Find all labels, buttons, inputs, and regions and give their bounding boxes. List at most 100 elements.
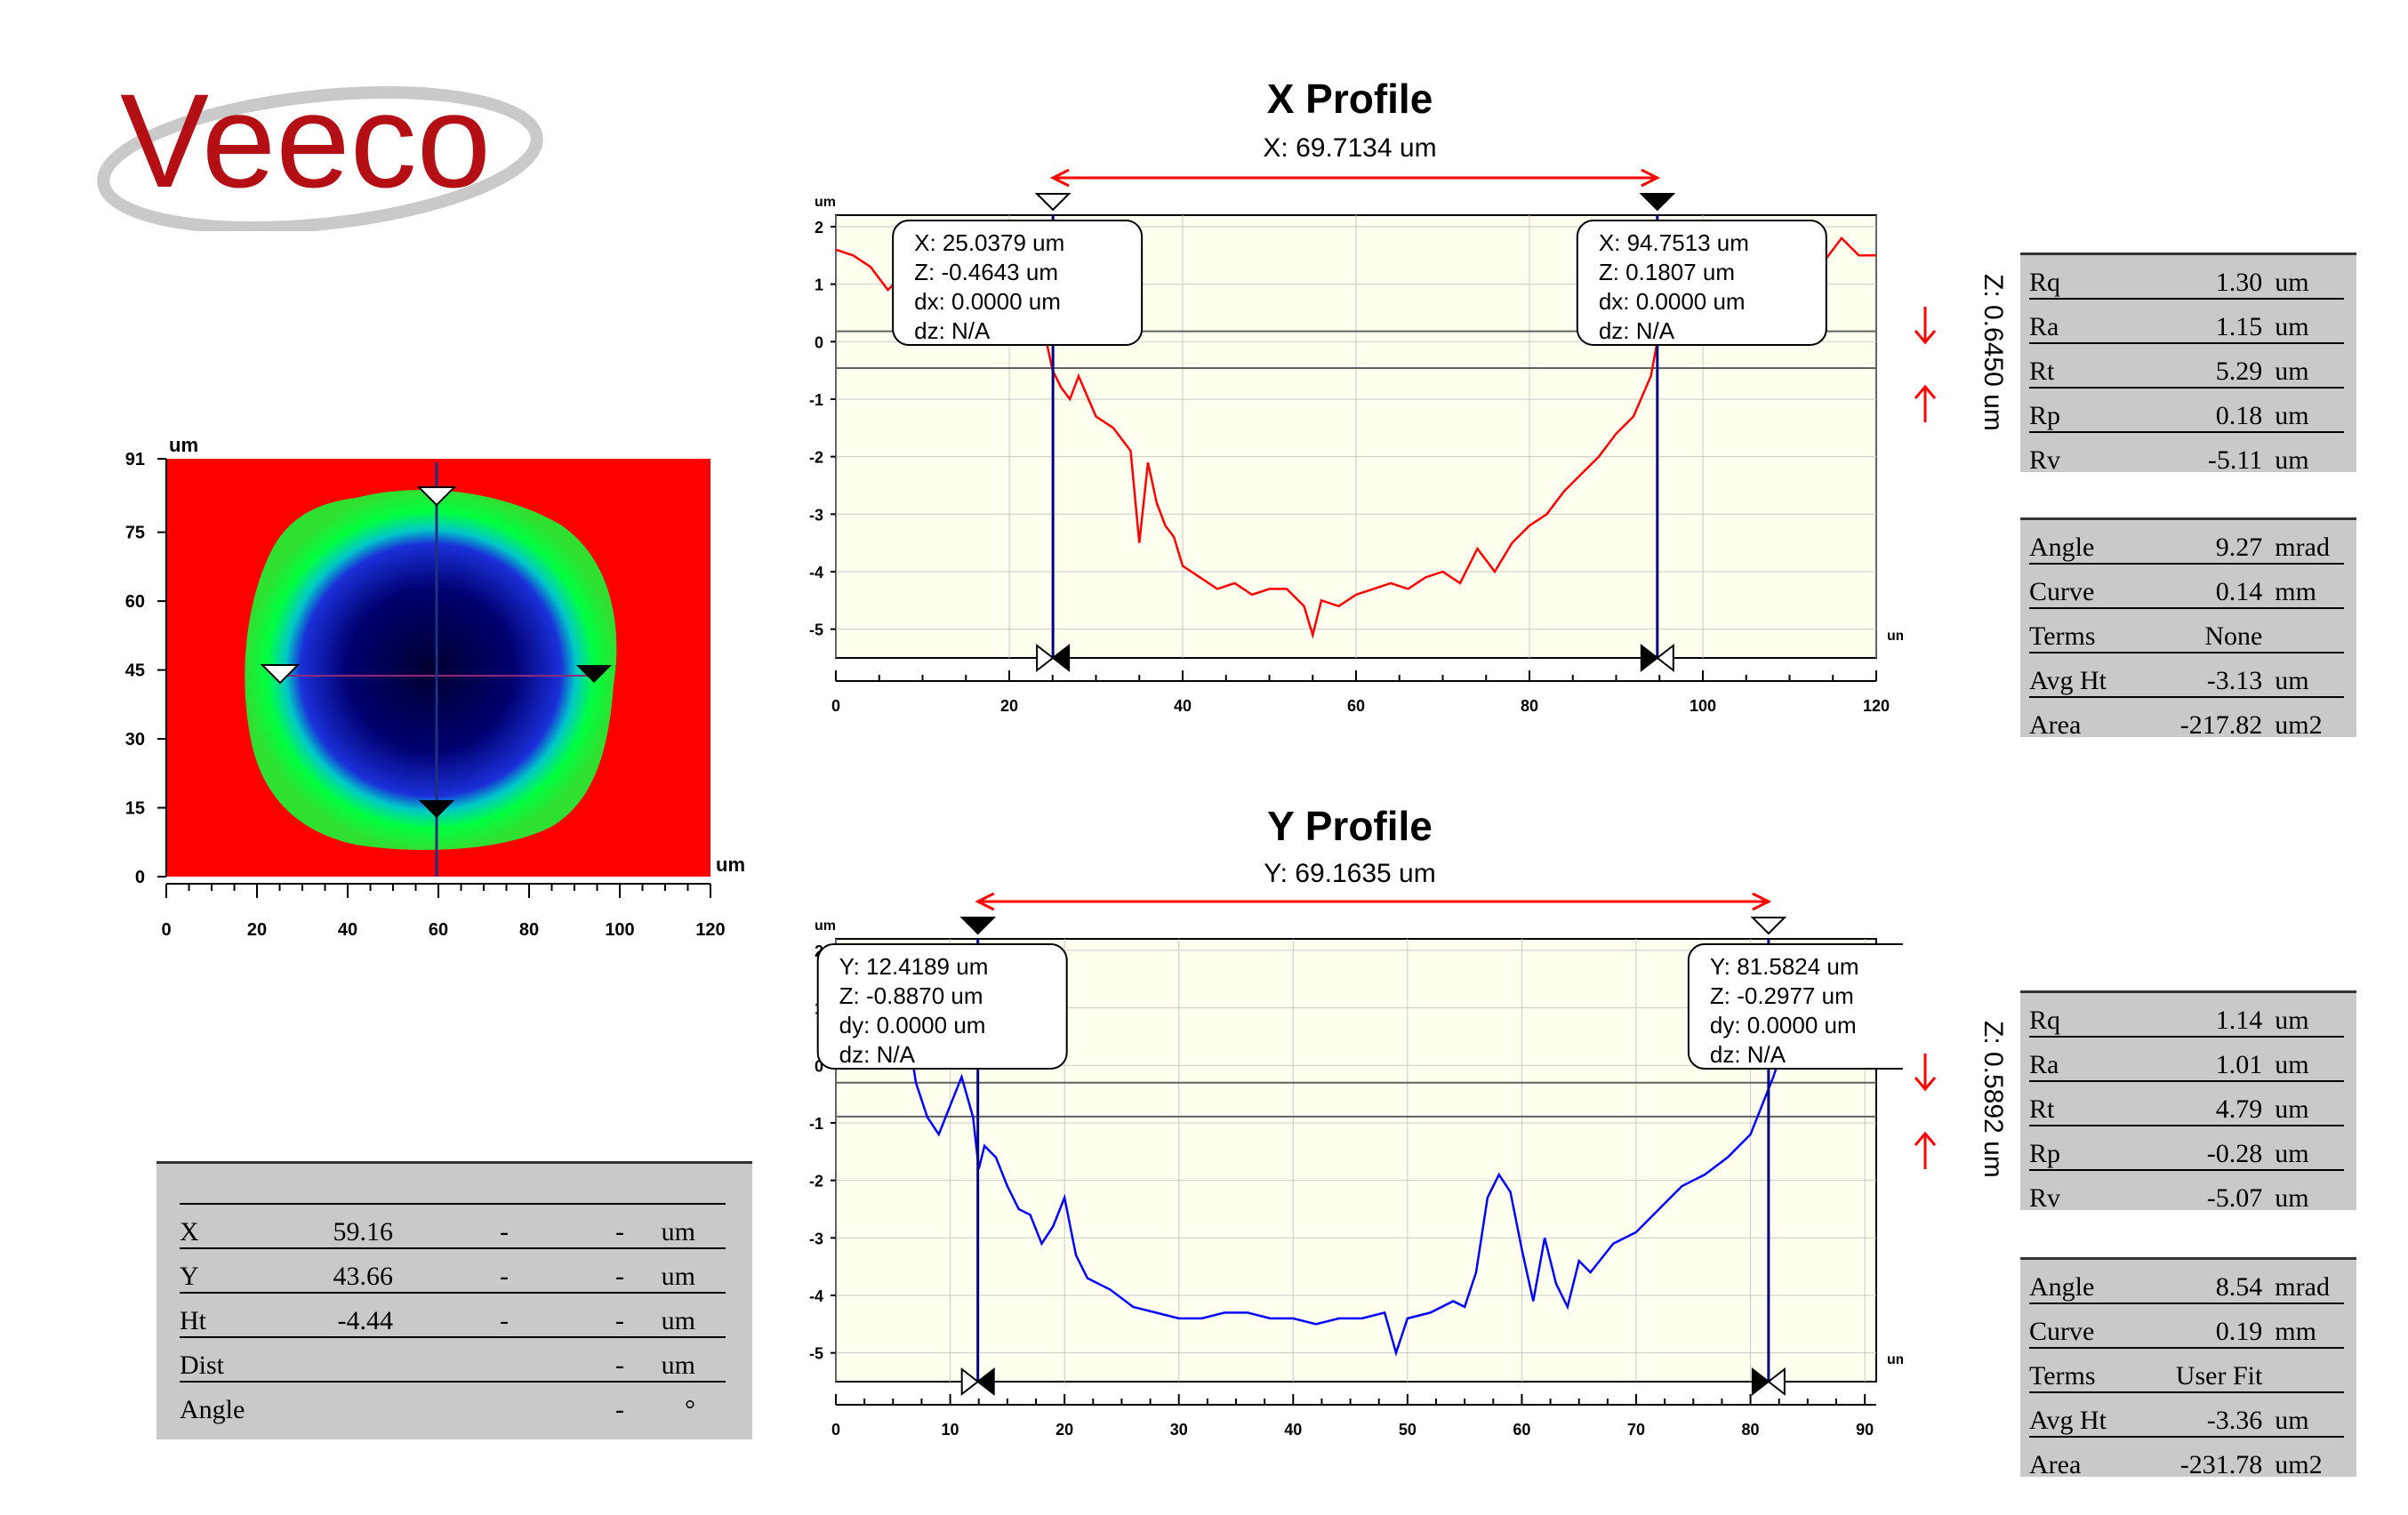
map-marker-left [260,664,301,685]
y-z-arrows [1914,1054,1937,1169]
y-tick-label: 2 [815,942,823,960]
y-tick-label: -3 [809,506,823,524]
cursor-bottom-marker [1751,1367,1770,1397]
y-profile-title: Y Profile [1267,803,1433,849]
y-tick-label: -4 [809,1287,823,1305]
cursor-top-marker [959,917,997,935]
map-x-tick-label: 80 [519,920,539,940]
cursor-top-marker [1750,917,1787,935]
x-tick-label: 30 [1170,1421,1188,1439]
y-tick-label: -3 [809,1230,823,1247]
x-tick-label: 90 [1856,1421,1874,1439]
x-tick-label: 40 [1174,697,1192,715]
map-x-tick-label: 60 [429,920,448,940]
cursor-info-box [892,220,1144,346]
cursor-bottom-marker [1656,643,1674,673]
x-roughness-panel: Rq 1.30 um Ra 1.15 um Rt 5.29 um Rp 0.18 um Rv -5… [2020,252,2356,475]
map-y-tick-label: 60 [125,592,145,612]
x-tick-label: 80 [1742,1421,1760,1439]
cursor-info-box [816,943,1068,1070]
cursor-info-line: dz: N/A [839,1041,916,1068]
x-tick-label: 60 [1513,1421,1530,1439]
map-y-tick-label: 0 [135,868,145,887]
cursor-bottom-marker [1640,643,1659,673]
x-fit-panel: Angle 9.27 mrad Curve 0.14 mm Terms None Avg … [2020,517,2356,740]
y-profile-z-label: Z: 0.5892 um [1979,1021,2008,1178]
x-tick-label: 50 [1399,1421,1417,1439]
x-tick-label: 60 [1347,697,1365,715]
y-fit-panel: Angle 8.54 mrad Curve 0.19 mm Terms User Fit … [2020,1257,2356,1479]
cursor-info-line: X: 94.7513 um [1599,229,1749,256]
map-y-tick-label: 30 [125,730,145,749]
span-arrow-head-right [1752,893,1772,911]
y-tick-label: -4 [809,564,823,581]
map-unit-right: um [716,854,745,876]
surface-map: 91 75 60 45 30 15 0 0 20 40 60 80 100 120 um um [125,434,745,940]
x-tick-label: 0 [831,697,840,715]
cursor-info-line: Z: -0.4643 um [914,259,1058,285]
map-x-tick-label: 40 [338,920,357,940]
y-unit-label: um [815,195,836,210]
map-x-tick-label: 0 [161,920,171,940]
map-unit-top: um [169,434,198,456]
cursor-top-marker [1034,193,1072,212]
profile-trace [835,960,1876,1357]
cursor-info-line: dy: 0.0000 um [839,1012,986,1038]
y-tick-label: -1 [809,391,823,409]
y-profile-span-label: Y: 69.1635 um [1264,859,1436,888]
map-blob [245,490,617,850]
map-axes: 91 75 60 45 30 15 0 0 20 40 60 80 100 120 [125,450,726,940]
x-tick-label: 70 [1627,1421,1645,1439]
cursor-info-line: Y: 81.5824 um [1710,953,1859,980]
map-y-tick-label: 45 [125,661,145,681]
cursor-info-line: dx: 0.0000 um [914,288,1061,315]
x-tick-label: 80 [1521,697,1538,715]
cursor-bottom-marker [1051,643,1071,673]
x-tick-label: 20 [1000,697,1018,715]
x-profile-title: X Profile [1266,76,1433,122]
cursor-info-line: Z: 0.1807 um [1599,259,1735,285]
map-marker-bottom [419,800,454,818]
y-unit-label: um [815,918,836,934]
cursor-info-line: dx: 0.0000 um [1599,288,1746,315]
cursor-info-line: Z: -0.8870 um [839,982,983,1009]
span-arrow-head-left [975,893,995,911]
map-marker-right [576,665,612,683]
x-unit-label: um [1887,1352,1903,1367]
map-marker-top [416,486,457,507]
map-x-tick-label: 20 [247,920,267,940]
cursor-info-line: dz: N/A [1599,317,1675,344]
y-tick-label: -2 [809,449,823,467]
x-tick-label: 0 [831,1421,840,1439]
y-tick-label: 2 [815,219,823,236]
x-profile-chart: um um 2 1 0 -1 -2 -3 -4 -5 0 20 40 60 80 100 120 X: 25.03… [809,169,1903,715]
cursor-bottom-marker [1767,1367,1786,1397]
cursor-info-line: dy: 0.0000 um [1710,1012,1857,1038]
cursor-bottom-marker [1036,643,1055,673]
y-roughness-panel: Rq 1.14 um Ra 1.01 um Rt 4.79 um Rp -0.28 um Rv -… [2020,990,2356,1213]
veeco-logo: Veeco [97,66,543,231]
x-tick-label: 120 [1863,697,1890,715]
x-unit-label: um [1887,629,1903,644]
y-tick-label: -1 [809,1115,823,1133]
cursor-info-line: dz: N/A [1710,1041,1786,1068]
logo-text: Veeco [120,66,491,215]
x-z-arrows [1914,307,1937,422]
cursor-bottom-marker [960,1367,980,1397]
x-tick-label: 40 [1284,1421,1302,1439]
span-arrow-head-right [1641,169,1661,188]
y-tick-label: -5 [809,621,823,639]
map-y-tick-label: 15 [125,799,145,819]
map-x-tick-label: 100 [605,920,634,940]
map-x-tick-label: 120 [695,920,725,940]
x-profile-span-label: X: 69.7134 um [1263,133,1437,163]
cursor-info-line: X: 25.0379 um [914,229,1064,256]
cursor-top-marker [1639,193,1676,212]
y-tick-label: 0 [815,333,823,351]
x-tick-label: 10 [942,1421,959,1439]
map-y-tick-label: 75 [125,524,145,543]
cursor-info-box [1576,220,1827,346]
span-arrow-head-left [1049,169,1070,188]
cursor-info-line: Z: -0.2977 um [1710,982,1854,1009]
